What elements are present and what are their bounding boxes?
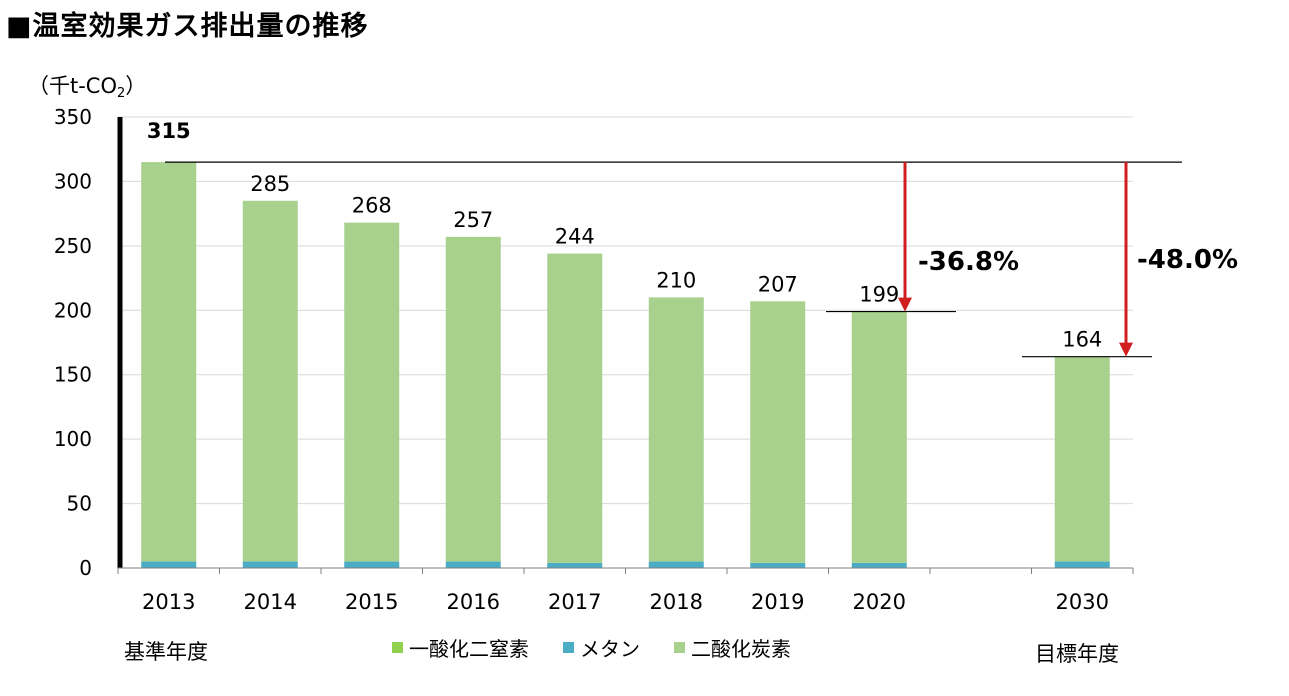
page-title: ■温室効果ガス排出量の推移 xyxy=(6,11,369,42)
bar-segment xyxy=(445,236,501,562)
reduction-percent-label: -48.0% xyxy=(1137,245,1238,275)
legend-item: 一酸化二窒素 xyxy=(392,633,529,662)
data-label: 199 xyxy=(859,283,899,307)
y-tick-label: 350 xyxy=(54,105,92,129)
y-tick-label: 200 xyxy=(54,298,92,322)
data-label: 257 xyxy=(453,208,493,232)
bar-segment xyxy=(344,222,400,562)
bars xyxy=(141,162,1110,568)
bar-segment xyxy=(242,200,298,562)
x-tick-label: 2030 xyxy=(1056,590,1109,614)
data-label: 285 xyxy=(250,172,290,196)
reduction-percent-label: -36.8% xyxy=(918,247,1019,277)
bar-segment xyxy=(750,301,806,563)
x-tick-label: 2015 xyxy=(345,590,398,614)
bar-segment xyxy=(648,561,704,568)
data-label: 315 xyxy=(147,119,191,143)
x-tick-label: 2018 xyxy=(650,590,703,614)
y-tick-label: 100 xyxy=(54,427,92,451)
data-labels: 315 285 268 257 244 210 207 199 164 xyxy=(147,119,1102,352)
target-year-label: 目標年度 xyxy=(1035,642,1119,666)
legend-item: 二酸化炭素 xyxy=(674,633,791,662)
x-tick-label: 2016 xyxy=(447,590,500,614)
bar-segment xyxy=(851,311,907,563)
bar-segment xyxy=(1054,356,1110,562)
bar-segment xyxy=(547,253,603,563)
bar-segment xyxy=(648,297,704,562)
x-tick-label: 2014 xyxy=(244,590,297,614)
bar-segment xyxy=(1054,561,1110,568)
y-axis-unit: （千t-CO2） xyxy=(28,74,147,101)
base-year-label: 基準年度 xyxy=(124,640,208,664)
data-label: 210 xyxy=(656,268,696,292)
bar-segment xyxy=(141,162,197,562)
bar-segment xyxy=(242,561,298,568)
x-tick-label: 2013 xyxy=(142,590,195,614)
legend: 一酸化二窒素 メタン 二酸化炭素 xyxy=(392,633,791,662)
reduction-arrow-head xyxy=(898,297,912,312)
legend-swatch xyxy=(392,642,403,653)
legend-item: メタン xyxy=(563,633,640,662)
bar-segment xyxy=(547,562,603,568)
data-label: 207 xyxy=(758,272,798,296)
y-tick-label: 150 xyxy=(54,363,92,387)
bar-segment xyxy=(750,562,806,568)
bar-segment xyxy=(445,561,501,568)
y-tick-label: 0 xyxy=(79,556,92,580)
legend-label: 一酸化二窒素 xyxy=(409,637,529,661)
data-label: 244 xyxy=(555,225,595,249)
axes: 0 50 100 150 200 250 300 350 2013 2014 2015 2016 201… xyxy=(54,105,1134,614)
data-label: 164 xyxy=(1062,328,1102,352)
y-tick-label: 250 xyxy=(54,234,92,258)
legend-swatch xyxy=(563,642,574,653)
legend-label: 二酸化炭素 xyxy=(691,637,791,661)
y-tick-label: 50 xyxy=(67,492,92,516)
bar-segment xyxy=(344,561,400,568)
reduction-arrow-head xyxy=(1119,342,1133,357)
legend-swatch xyxy=(674,642,685,653)
x-tick-label: 2019 xyxy=(751,590,804,614)
annotations: -36.8% -48.0% xyxy=(165,161,1238,358)
y-tick-label: 300 xyxy=(54,169,92,193)
x-tick-label: 2017 xyxy=(548,590,601,614)
data-label: 268 xyxy=(352,194,392,218)
legend-label: メタン xyxy=(580,637,640,661)
bar-segment xyxy=(141,561,197,568)
bar-segment xyxy=(851,562,907,568)
x-tick-label: 2020 xyxy=(853,590,906,614)
